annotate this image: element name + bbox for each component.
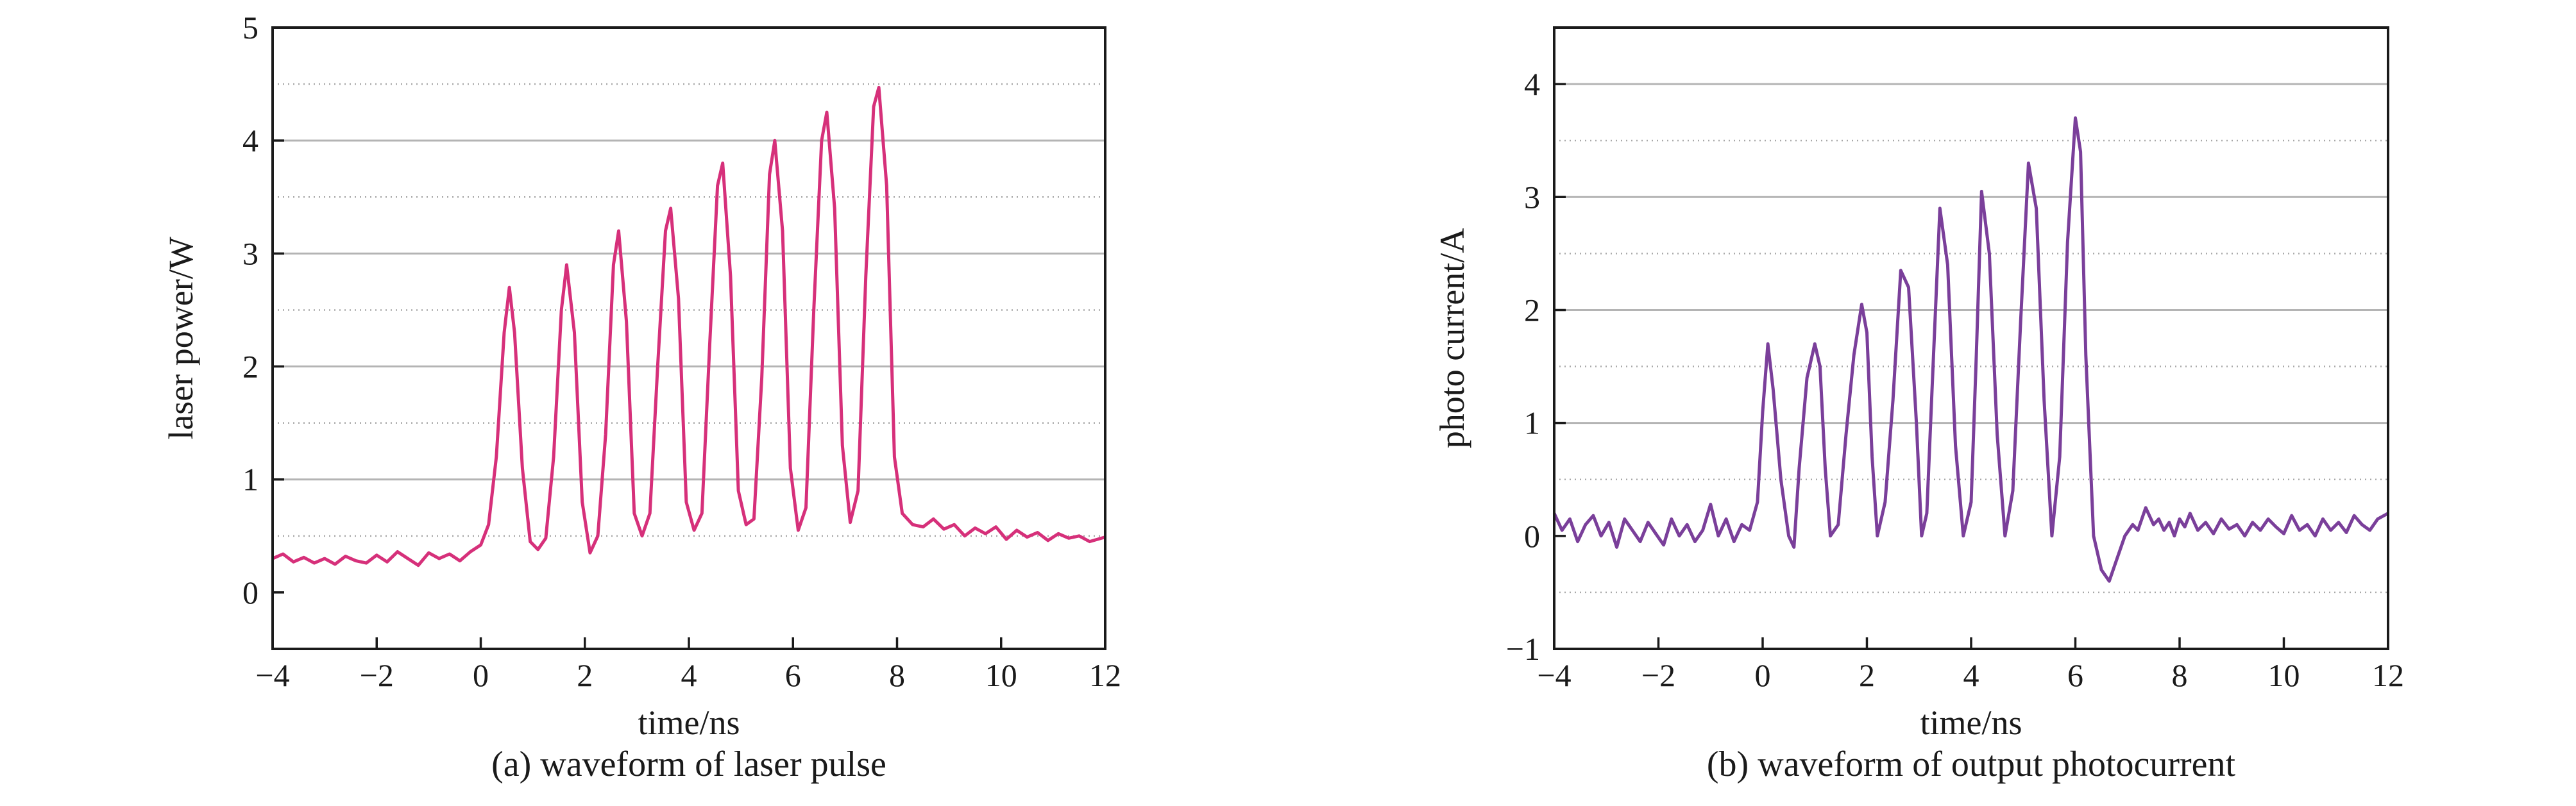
y-tick-label: 4 <box>1524 66 1540 102</box>
x-tick-label: −2 <box>360 657 394 693</box>
chart-caption: (b) waveform of output photocurrent <box>1707 744 2236 784</box>
x-tick-label: −4 <box>1537 657 1571 693</box>
y-tick-label: −1 <box>1506 631 1540 667</box>
y-tick-label: 2 <box>242 349 258 385</box>
y-tick-label: 1 <box>242 462 258 498</box>
y-tick-label: 4 <box>242 122 258 158</box>
x-tick-label: 10 <box>985 657 1017 693</box>
x-axis-label: time/ns <box>638 703 740 742</box>
x-tick-label: 12 <box>2372 657 2404 693</box>
x-tick-label: 8 <box>889 657 905 693</box>
x-tick-label: 0 <box>473 657 489 693</box>
x-tick-label: −4 <box>255 657 289 693</box>
x-tick-label: 6 <box>785 657 801 693</box>
plot-frame <box>271 26 1106 650</box>
y-tick-label: 2 <box>1524 292 1540 328</box>
y-tick-label: 1 <box>1524 405 1540 441</box>
y-tick-label: 3 <box>1524 179 1540 215</box>
x-tick-label: 6 <box>2067 657 2083 693</box>
x-tick-label: 12 <box>1089 657 1121 693</box>
x-tick-label: 4 <box>1963 657 1979 693</box>
y-axis-label: laser power/W <box>162 237 200 439</box>
x-tick-label: 0 <box>1755 657 1771 693</box>
y-tick-label: 5 <box>242 10 258 46</box>
y-tick-label: 0 <box>1524 518 1540 554</box>
series-line <box>271 85 1106 567</box>
x-tick-label: −2 <box>1641 657 1675 693</box>
y-axis-label: photo current/A <box>1433 228 1471 448</box>
plot-frame <box>1553 26 2389 650</box>
x-tick-label: 8 <box>2172 657 2188 693</box>
x-tick-label: 2 <box>577 657 593 693</box>
x-axis-label: time/ns <box>1920 703 2022 742</box>
y-tick-label: 3 <box>242 235 258 271</box>
x-tick-label: 2 <box>1859 657 1875 693</box>
series-line <box>1552 116 2389 583</box>
x-tick-label: 10 <box>2268 657 2300 693</box>
x-tick-label: 4 <box>681 657 697 693</box>
chart-caption: (a) waveform of laser pulse <box>491 744 886 784</box>
y-tick-label: 0 <box>242 575 258 610</box>
